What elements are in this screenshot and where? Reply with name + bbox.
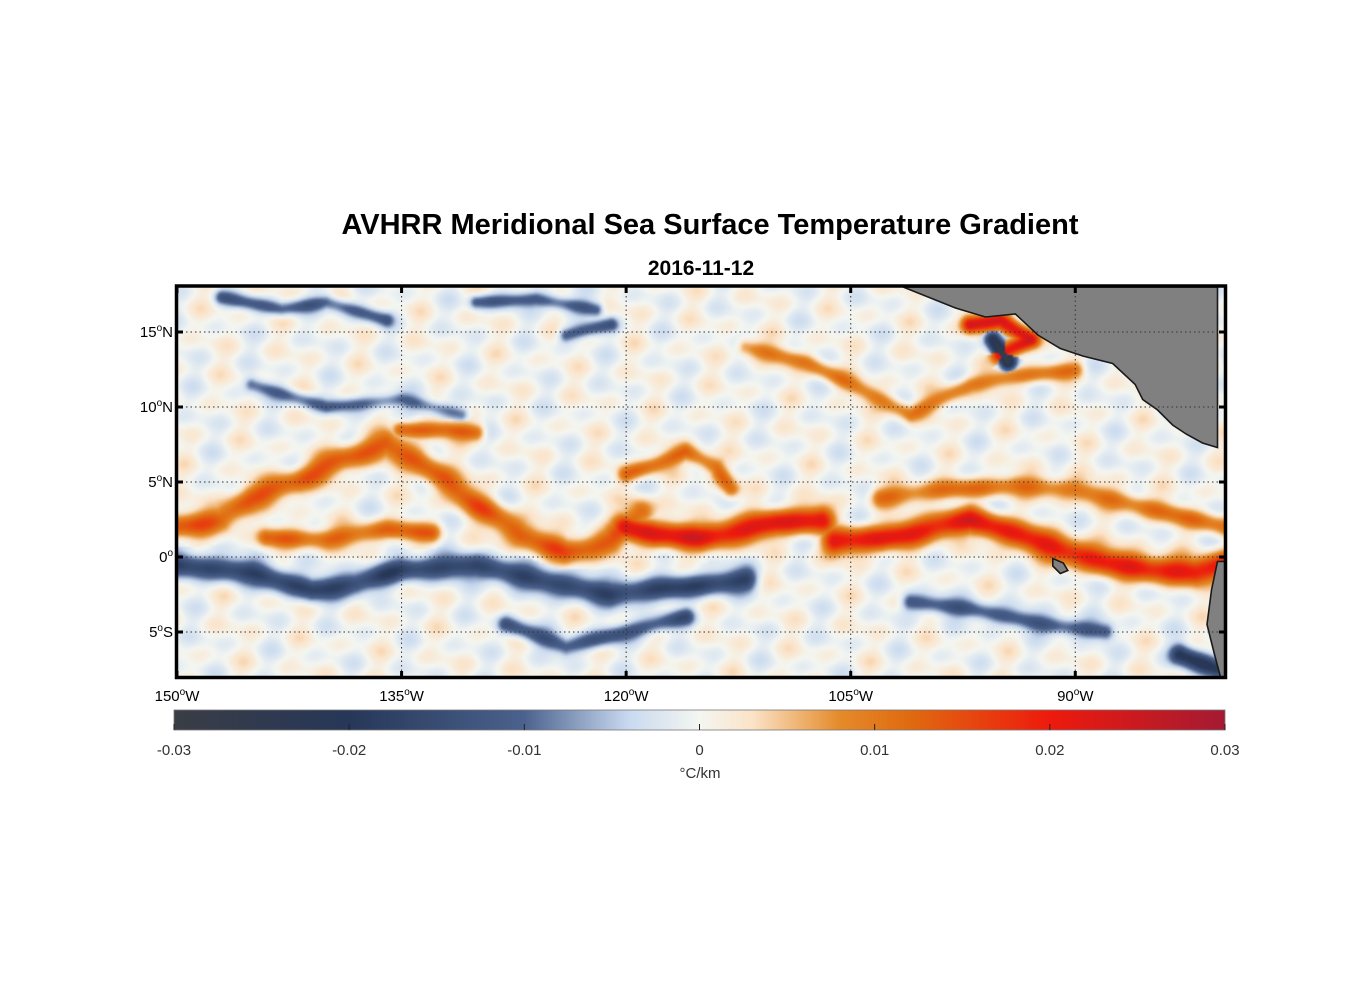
colorbar: -0.03 -0.02 -0.01 0 0.01 0.02 0.03 °C/km	[157, 709, 1240, 782]
x-tick-label: 105oW	[828, 687, 874, 705]
colorbar-label: °C/km	[680, 765, 721, 782]
colorbar-tick-label: 0.03	[1210, 742, 1239, 759]
ticks-layer: 150oW 135oW 120oW 105oW 90oW 15oN 10oN 5oN 0o 5oS	[140, 285, 1227, 705]
x-tick-label: 135oW	[379, 687, 425, 705]
colorbar-tick-label: -0.02	[332, 742, 366, 759]
colorbar-tick-label: 0.01	[860, 742, 889, 759]
colorbar-tick-label: -0.01	[507, 742, 541, 759]
grid-layer	[177, 287, 1225, 677]
colorbar-ticks: -0.03 -0.02 -0.01 0 0.01 0.02 0.03	[157, 724, 1240, 759]
plot-area	[177, 287, 1225, 677]
land-south-america	[1206, 560, 1225, 677]
y-tick-label: 5oN	[148, 473, 173, 491]
land-central-america	[902, 287, 1219, 449]
y-tick-label: 15oN	[140, 323, 173, 341]
colorbar-tick-label: 0.02	[1035, 742, 1064, 759]
x-tick-label: 120oW	[604, 687, 650, 705]
chart-subtitle: 2016-11-12	[648, 257, 754, 280]
land-galapagos	[1052, 557, 1069, 575]
y-tick-label: 0o	[159, 548, 173, 566]
x-tick-label: 90oW	[1057, 687, 1094, 705]
chart-title: AVHRR Meridional Sea Surface Temperature…	[341, 209, 1078, 241]
land-layer	[902, 287, 1225, 677]
colorbar-tick-label: -0.03	[157, 742, 191, 759]
colorbar-tick-label: 0	[695, 742, 703, 759]
x-tick-label: 150oW	[155, 687, 201, 705]
y-tick-label: 5oS	[149, 623, 173, 641]
y-tick-label: 10oN	[140, 398, 173, 416]
